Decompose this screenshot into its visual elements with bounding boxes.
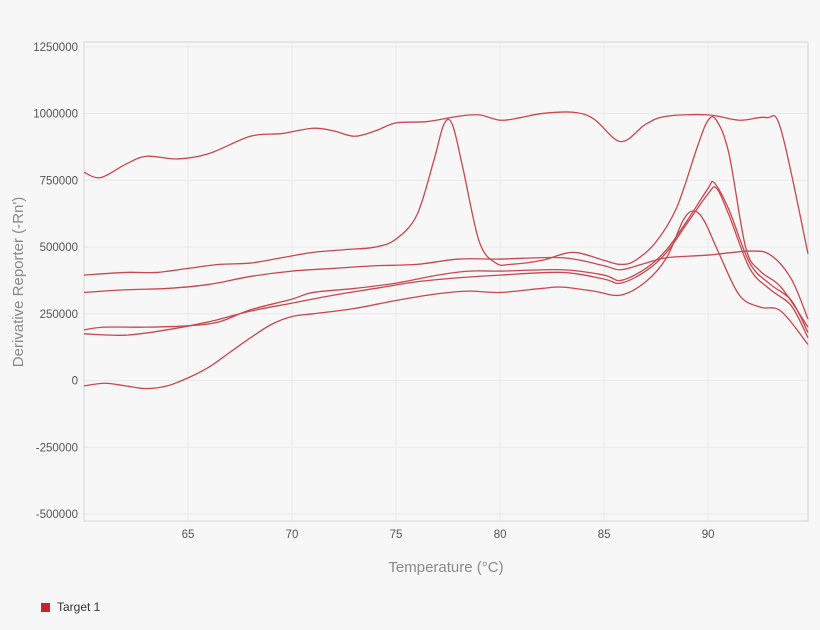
series-line-3	[83, 250, 809, 320]
y-axis-title: Derivative Reporter (-Rn')	[10, 197, 27, 367]
legend-swatch	[41, 602, 50, 612]
y-tick-label: 0	[72, 376, 78, 388]
x-tick-label: 75	[390, 529, 403, 541]
x-tick-label: 85	[598, 529, 611, 541]
legend-label: Target 1	[57, 600, 101, 614]
y-axis-ticks: 1250000 1000000 750000 500000 250000 0 -250000…	[33, 42, 78, 521]
grid	[84, 42, 808, 521]
series-line-1	[83, 111, 809, 254]
y-tick-label: 750000	[40, 175, 78, 187]
series-line-2	[83, 115, 809, 328]
x-tick-label: 70	[286, 529, 299, 541]
x-axis-title: Temperature (°C)	[388, 559, 503, 576]
series-line-5	[83, 186, 809, 339]
x-tick-label: 80	[494, 529, 507, 541]
series-line-6	[83, 210, 809, 390]
series-group	[83, 111, 809, 390]
y-tick-label: -250000	[36, 442, 78, 454]
y-tick-label: 500000	[40, 242, 78, 254]
series-line-4	[83, 180, 809, 333]
x-tick-label: 90	[702, 529, 715, 541]
x-tick-label: 65	[182, 529, 195, 541]
x-axis-ticks: 65 70 75 80 85 90	[182, 529, 715, 541]
plot-area-border	[83, 41, 809, 522]
y-tick-label: 1000000	[33, 109, 78, 121]
y-tick-label: -500000	[36, 509, 78, 521]
y-tick-label: 1250000	[33, 42, 78, 54]
legend: Target 1	[41, 600, 100, 614]
y-tick-label: 250000	[40, 309, 78, 321]
